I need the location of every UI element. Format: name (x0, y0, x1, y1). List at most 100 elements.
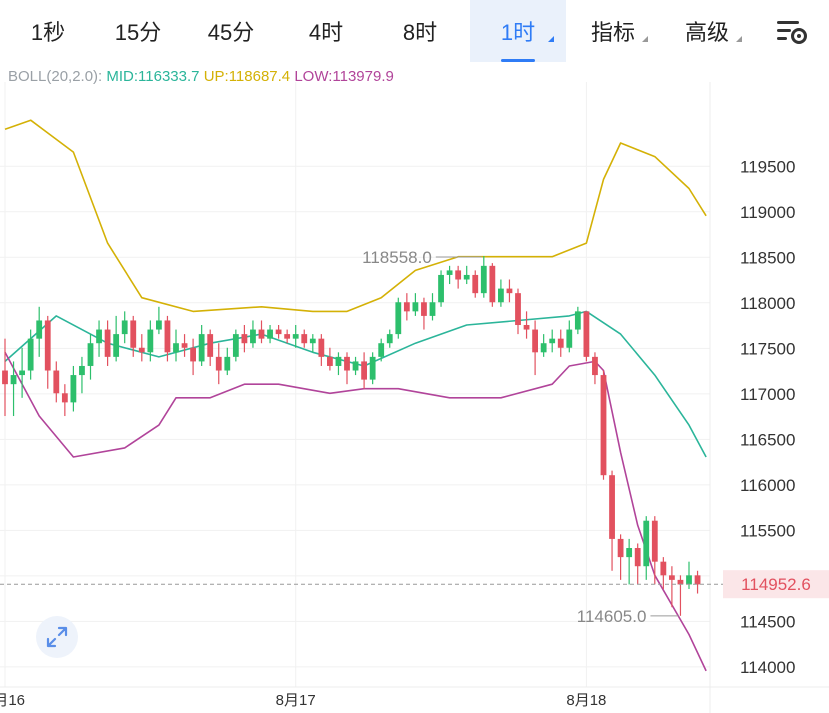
candle-body (386, 334, 393, 344)
candle-body (250, 329, 256, 344)
candle-body (403, 302, 410, 312)
candle-down (532, 320, 538, 376)
candle-down (489, 263, 496, 307)
candle-up (79, 356, 85, 394)
boll-upper-line (4, 119, 707, 313)
candle-down (472, 270, 479, 298)
candle-down (344, 352, 350, 385)
candle-up (309, 334, 316, 353)
candle-up (626, 538, 633, 585)
candle-up (250, 320, 256, 348)
tab-1h[interactable]: 1时 (470, 0, 566, 62)
x-axis: 8月16 8月17 8月18 (0, 692, 606, 709)
tab-15m[interactable]: 15分 (96, 0, 180, 62)
candle-body (369, 356, 376, 380)
candle-down (130, 315, 137, 357)
candle-body (36, 320, 43, 339)
candlestick-chart[interactable]: 1140001145001150001155001160001165001170… (0, 62, 829, 713)
candle-body (694, 575, 701, 585)
candle-down (275, 325, 282, 339)
candle-up (113, 315, 120, 362)
candle-body (10, 375, 17, 385)
expand-icon (46, 626, 68, 648)
candle-body (113, 334, 120, 357)
candle-body (215, 356, 222, 371)
candle-body (634, 548, 641, 567)
candle-body (677, 579, 684, 585)
candle-down (455, 265, 462, 289)
candle-body (344, 356, 350, 371)
candle-down (651, 516, 658, 585)
candle-body (309, 338, 316, 344)
candle-body (232, 334, 239, 357)
current-price-label: 114952.6 (741, 575, 811, 594)
candle-body (301, 334, 308, 344)
y-tick-label: 118000 (740, 294, 795, 313)
y-tick-label: 117000 (740, 385, 795, 404)
chart-settings-button[interactable] (754, 0, 829, 62)
candle-down (421, 297, 427, 330)
current-price-badge (723, 570, 829, 599)
candle-body (241, 334, 248, 344)
candle-body (224, 356, 231, 371)
candle-up (566, 320, 573, 353)
candle-up (36, 306, 43, 357)
expand-button[interactable] (36, 616, 78, 658)
candle-down (215, 343, 222, 385)
candle-body (361, 361, 367, 380)
candle-up (292, 325, 299, 348)
tab-1s[interactable]: 1秒 (0, 0, 96, 62)
candle-up (27, 329, 34, 380)
candle-up (386, 329, 393, 348)
candle-body (27, 338, 34, 371)
candle-down (617, 534, 624, 580)
tab-indicators[interactable]: 指标 (566, 0, 660, 62)
candle-body (292, 334, 299, 339)
candle-down (609, 470, 615, 571)
x-tick-label: 8月17 (276, 692, 316, 709)
y-tick-label: 119000 (740, 203, 795, 222)
candle-body (147, 329, 154, 353)
candle-up (147, 320, 154, 362)
candle-body (335, 356, 342, 366)
boll-name: BOLL(20,2.0): (8, 68, 103, 85)
candle-body (480, 265, 487, 294)
candle-down (181, 334, 188, 357)
tab-label: 8时 (402, 20, 438, 45)
candle-up (369, 352, 376, 385)
tab-4h[interactable]: 4时 (282, 0, 370, 62)
candle-down (515, 288, 521, 335)
tab-45m[interactable]: 45分 (180, 0, 282, 62)
candle-down (600, 370, 607, 480)
boll-mid: MID:116333.7 (106, 68, 200, 85)
candle-up (267, 325, 273, 344)
boll-indicator-legend: BOLL(20,2.0): MID:116333.7 UP:118687.4 L… (8, 68, 394, 85)
candle-body (267, 329, 273, 339)
tab-advanced[interactable]: 高级 (660, 0, 754, 62)
candle-down (138, 334, 145, 362)
annotations: 114952.6 118558.0 114605.0 (0, 248, 829, 626)
candle-body (190, 347, 196, 362)
candle-down (592, 352, 598, 385)
candle-down (361, 352, 367, 389)
candle-down (44, 315, 51, 389)
candle-body (472, 274, 479, 294)
boll-low: LOW:113979.9 (294, 68, 394, 85)
tab-label: 15分 (114, 20, 162, 45)
candle-down (318, 334, 325, 366)
chart-settings-icon (776, 21, 807, 44)
candle-body (121, 320, 128, 335)
candle-down (241, 325, 248, 353)
candle-body (104, 329, 111, 357)
tab-8h[interactable]: 8时 (370, 0, 470, 62)
candle-body (421, 302, 427, 316)
candle-body (207, 334, 214, 357)
candle-body (284, 334, 291, 339)
candle-body (617, 538, 624, 558)
candle-body (352, 361, 359, 371)
candle-up (96, 320, 102, 357)
candle-up (540, 334, 547, 357)
candle-down (104, 320, 111, 366)
candle-body (44, 320, 51, 371)
candle-up (498, 279, 504, 307)
